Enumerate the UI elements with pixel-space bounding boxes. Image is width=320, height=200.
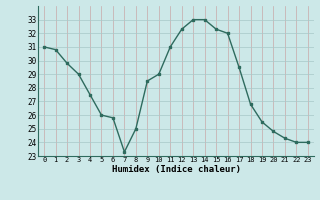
X-axis label: Humidex (Indice chaleur): Humidex (Indice chaleur) [111, 165, 241, 174]
